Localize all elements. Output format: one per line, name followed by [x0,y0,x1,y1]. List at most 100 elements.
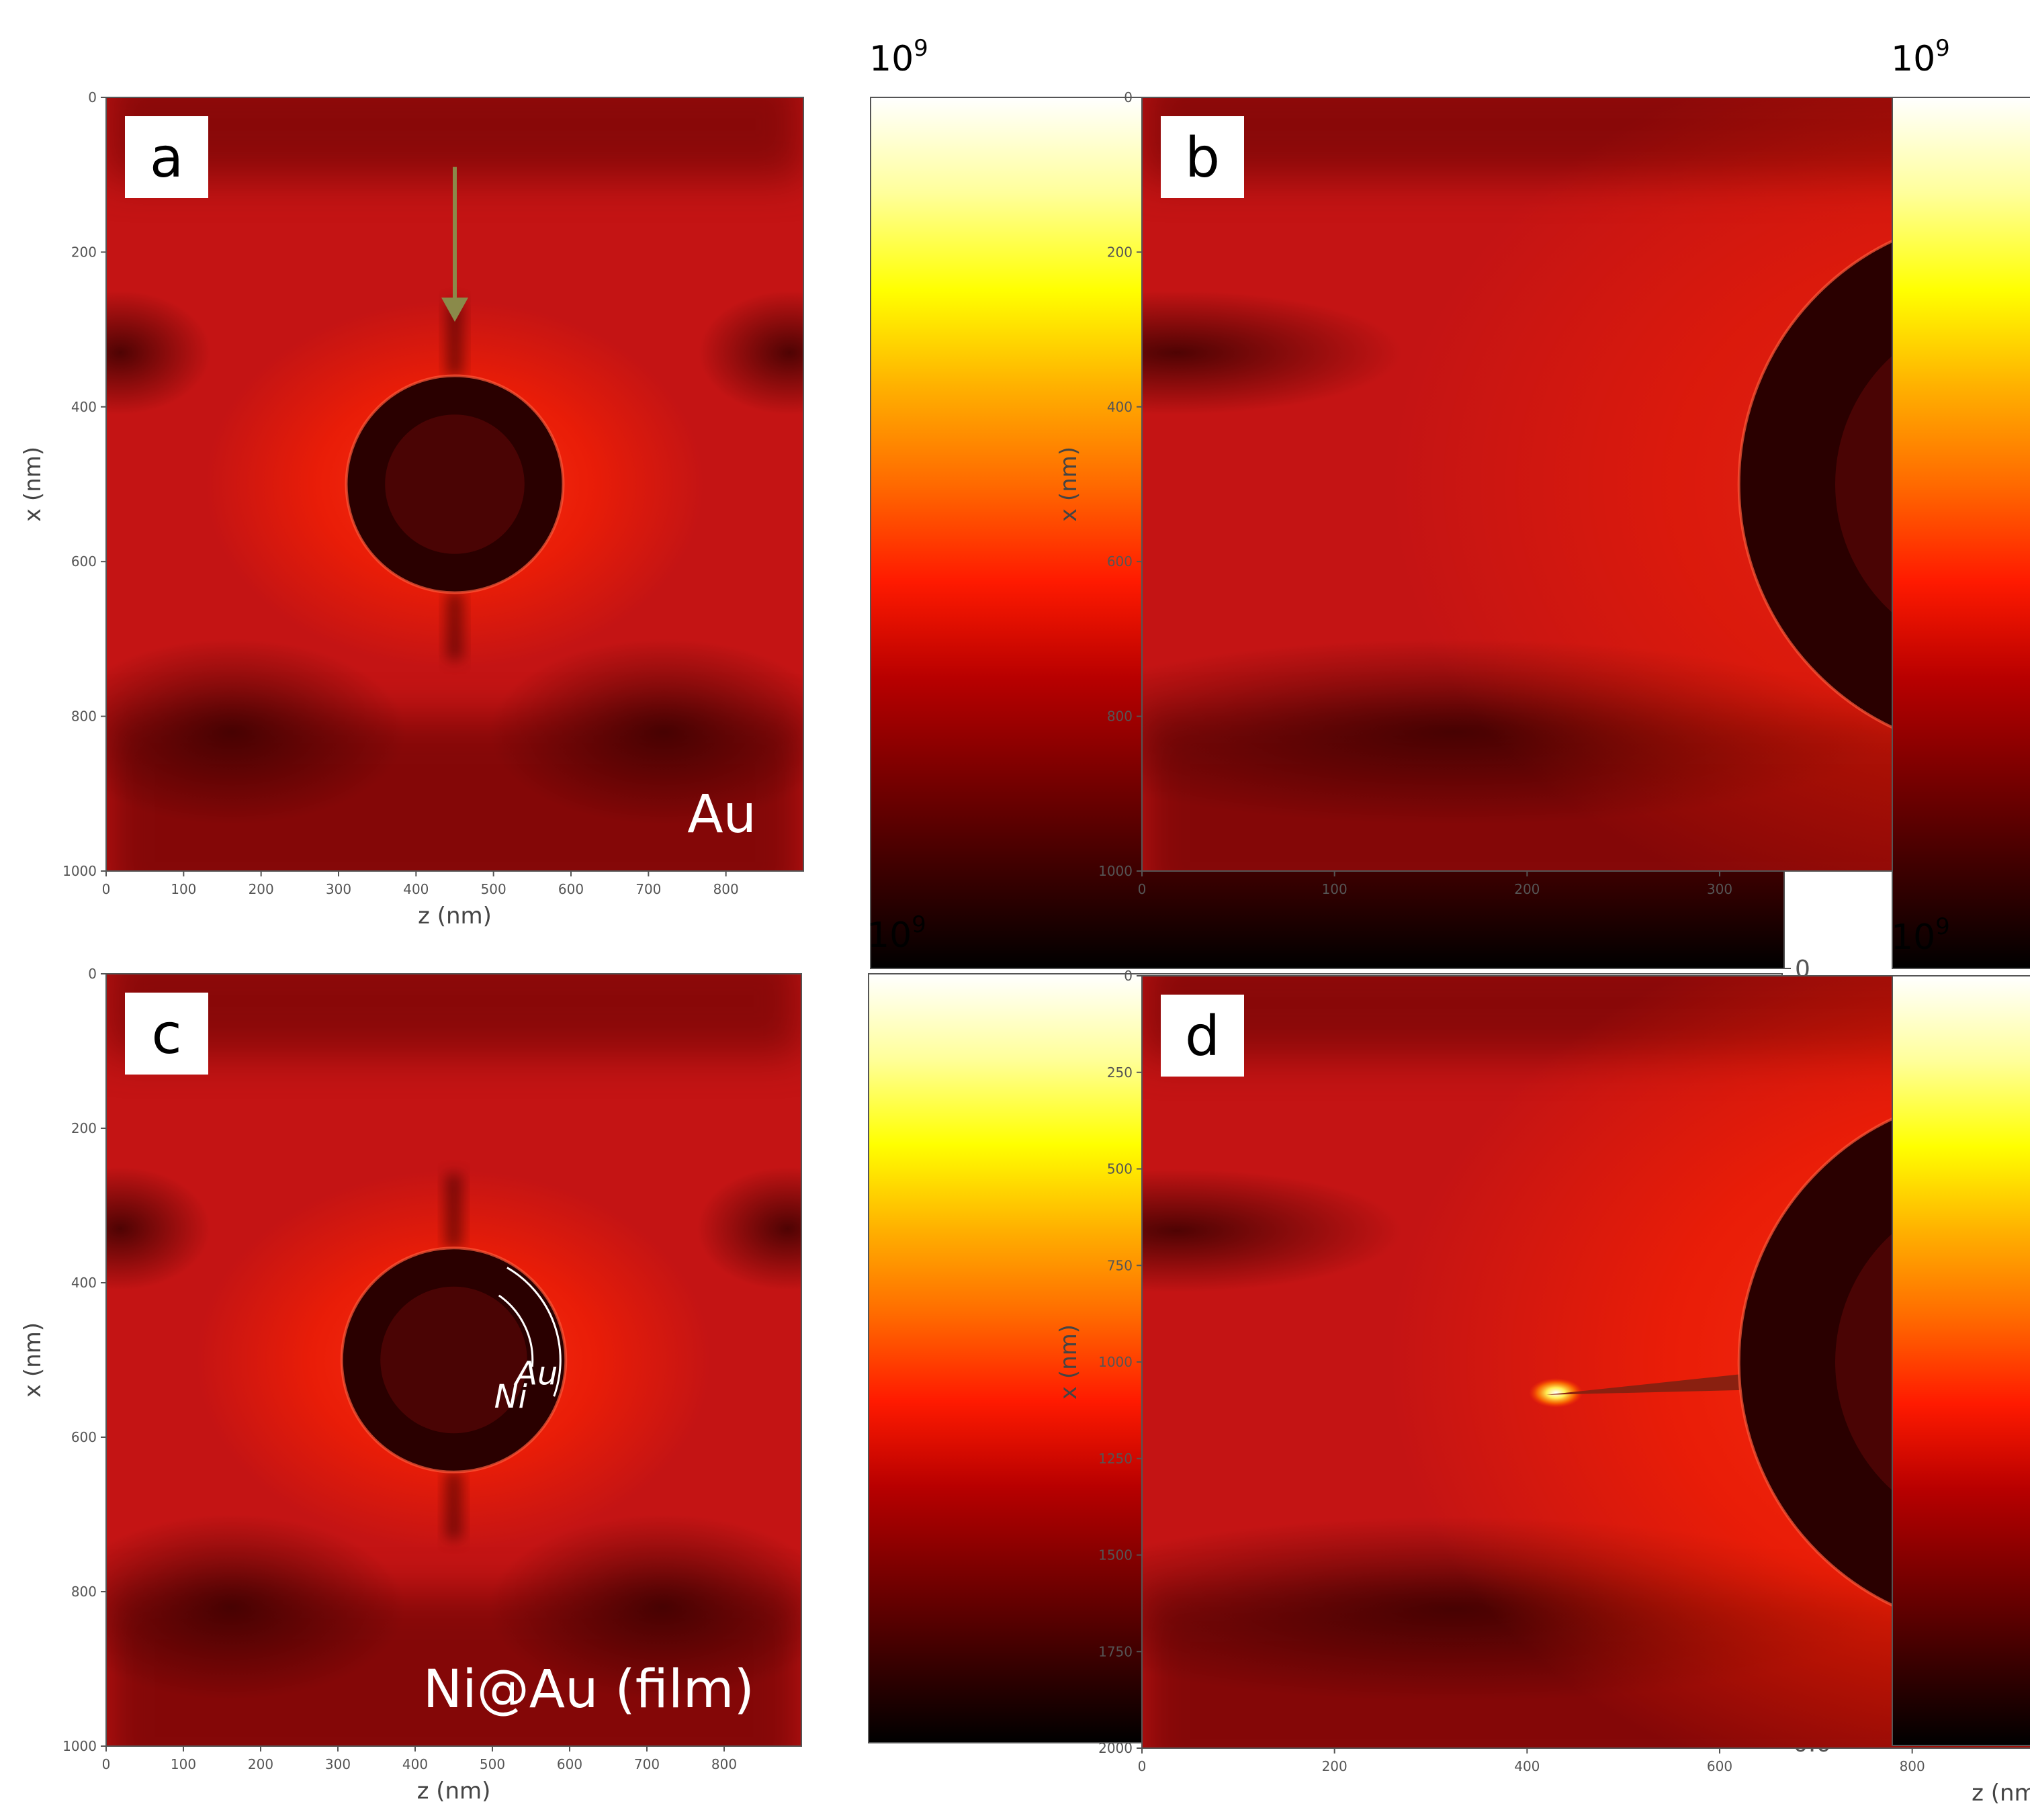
y-tick-label: 400 [71,399,97,415]
x-axis-label: z (nm) [418,903,492,929]
annotation-ni: Ni [494,1378,528,1416]
x-tick-label: 500 [480,1756,505,1772]
y-tick-label: 400 [71,1275,97,1291]
x-tick-label: 100 [171,1756,196,1772]
dark-lobe [699,291,803,415]
exponent-base: 10 [1891,39,1935,79]
panel-b: bNi0100200300400500600700800z (nm)020040… [1055,35,2030,969]
y-tick-label: 600 [71,553,97,570]
y-tick-label: 1750 [1098,1643,1133,1659]
exponent-base: 10 [869,39,914,79]
dark-lobe [1142,1169,1402,1293]
panel-label-box [1161,995,1244,1077]
dark-lobe [488,1514,801,1700]
au-arc [506,1267,562,1397]
x-tick-label: 600 [557,1756,582,1772]
y-tick-label: 1000 [62,1738,97,1754]
panel-label: b [1185,126,1220,190]
x-tick-label: 300 [1707,881,1732,897]
dark-node-bottom [445,1471,462,1539]
hotspot-left [1529,1378,1583,1408]
x-tick-label: 400 [403,881,429,897]
particle-rim [345,374,565,594]
x-tick-label: 400 [402,1756,428,1772]
y-tick-label: 0 [1124,89,1133,105]
colorbar [1892,975,2030,1746]
y-axis-label: x (nm) [1055,1324,1082,1400]
dark-lobe [1142,291,1402,415]
x-tick-label: 200 [249,881,274,897]
y-tick-label: 800 [71,1584,97,1600]
colorbar-exponent: 109 [1891,913,1950,958]
dark-band-top [106,974,801,1055]
y-axis-label: x (nm) [19,447,46,522]
x-axis-label: z (nm) [417,1778,491,1805]
plot-frame [105,973,802,1747]
x-tick-label: 700 [635,881,661,897]
colorbar [1892,97,2030,969]
x-tick-label: 500 [481,881,506,897]
plot-frame [105,97,804,872]
panel-label-box [125,116,208,198]
y-tick-label: 0 [88,966,97,982]
y-tick-label: 600 [71,1429,97,1445]
panel-d: dNi@Au (needles)020040060080010001200140… [1055,913,2030,1807]
exponent-power: 9 [1935,913,1950,940]
colorbar-exponent: 109 [869,35,928,79]
x-tick-label: 0 [102,1756,111,1772]
y-tick-label: 800 [1107,709,1133,725]
y-tick-label: 500 [1107,1161,1133,1177]
colorbar-exponent: 109 [1891,35,1950,79]
x-tick-label: 200 [248,1756,273,1772]
x-tick-label: 800 [1900,1758,1925,1774]
y-tick-label: 2000 [1098,1740,1133,1756]
incident-arrow-head [441,298,468,322]
x-tick-label: 400 [1514,1758,1540,1774]
y-tick-label: 800 [71,709,97,725]
x-tick-label: 800 [713,881,739,897]
x-tick-label: 100 [171,881,196,897]
panel-label-box [125,993,208,1075]
x-tick-label: 300 [325,1756,351,1772]
x-axis-label: z (nm) [1972,1780,2030,1807]
dark-lobe [106,1514,405,1700]
exponent-power: 9 [1935,35,1950,62]
y-axis-label: x (nm) [19,1322,46,1398]
y-tick-label: 400 [1107,399,1133,415]
x-tick-label: 700 [634,1756,660,1772]
dark-lobe [106,1167,211,1291]
field-map [1142,97,2030,871]
dark-lobe [489,639,803,825]
x-tick-label: 600 [1707,1758,1732,1774]
material-label: Ni@Au (film) [423,1659,754,1720]
y-tick-label: 1000 [62,863,97,879]
exponent-power: 9 [914,35,928,62]
y-tick-label: 250 [1107,1064,1133,1081]
y-tick-label: 1000 [1098,863,1133,879]
particle-core [385,414,525,554]
y-tick-label: 200 [1107,244,1133,260]
x-tick-label: 0 [1138,1758,1147,1774]
y-tick-label: 200 [71,1120,97,1136]
x-tick-label: 0 [102,881,111,897]
ni-arc [498,1294,534,1367]
particle-rim [340,1246,568,1473]
y-tick-label: 1250 [1098,1451,1133,1467]
colorbar-exponent: 109 [867,911,926,956]
particle-core [380,1286,527,1434]
x-tick-label: 300 [326,881,351,897]
y-tick-label: 1500 [1098,1547,1133,1563]
dark-node-bottom [447,592,463,660]
panel-label: d [1185,1005,1220,1068]
exponent-base: 10 [1891,917,1935,958]
panel-label: c [151,1003,181,1066]
exponent-power: 9 [912,911,926,938]
x-tick-label: 0 [1138,881,1147,897]
y-tick-label: 750 [1107,1257,1133,1273]
material-label: Au [687,784,756,845]
y-tick-label: 200 [71,244,97,260]
dark-band-top [106,97,803,179]
y-tick-label: 0 [1124,968,1133,984]
